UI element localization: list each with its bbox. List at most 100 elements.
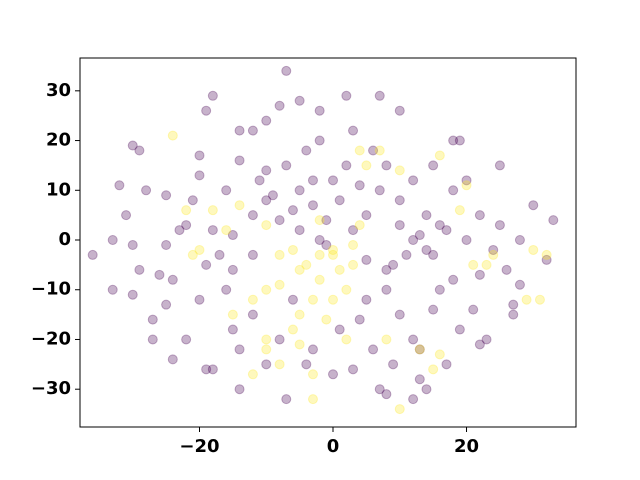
scatter-point [341, 160, 352, 171]
scatter-point [334, 324, 345, 335]
scatter-point [194, 244, 205, 255]
scatter-point [294, 264, 305, 275]
scatter-point [381, 334, 392, 345]
scatter-point [481, 334, 492, 345]
scatter-point [194, 150, 205, 161]
scatter-point [187, 195, 198, 206]
scatter-point [354, 145, 365, 156]
scatter-point [247, 249, 258, 260]
scatter-point [494, 220, 505, 231]
scatter-point [348, 225, 359, 236]
scatter-point [381, 264, 392, 275]
scatter-point [107, 235, 118, 246]
scatter-point [314, 105, 325, 116]
scatter-point [474, 210, 485, 221]
scatter-point [381, 389, 392, 400]
scatter-point [321, 215, 332, 226]
scatter-point [488, 244, 499, 255]
scatter-point [234, 200, 245, 211]
scatter-point [294, 95, 305, 106]
scatter-point [434, 220, 445, 231]
scatter-point [394, 105, 405, 116]
y-tick-label: 0 [58, 229, 71, 250]
scatter-point [534, 294, 545, 305]
scatter-point [307, 294, 318, 305]
scatter-point [514, 235, 525, 246]
scatter-point [328, 369, 339, 380]
scatter-point [454, 324, 465, 335]
scatter-point [408, 334, 419, 345]
scatter-point [154, 269, 165, 280]
scatter-point [161, 299, 172, 310]
scatter-point [368, 344, 379, 355]
scatter-point [414, 344, 425, 355]
scatter-point [314, 215, 325, 226]
scatter-point [381, 284, 392, 295]
scatter-point [334, 195, 345, 206]
scatter-point [287, 205, 298, 216]
scatter-point [161, 239, 172, 250]
scatter-point [474, 269, 485, 280]
scatter-point [414, 374, 425, 385]
scatter-point [394, 404, 405, 415]
scatter-point [161, 190, 172, 201]
scatter-point [261, 344, 272, 355]
scatter-point [481, 259, 492, 270]
x-tick-label: −20 [179, 436, 219, 457]
scatter-point [107, 284, 118, 295]
scatter-point [341, 284, 352, 295]
scatter-point [408, 235, 419, 246]
scatter-point [87, 249, 98, 260]
scatter-point [207, 205, 218, 216]
scatter-point [294, 339, 305, 350]
scatter-point [261, 195, 272, 206]
scatter-point [454, 135, 465, 146]
scatter-point [127, 239, 138, 250]
scatter-point [434, 349, 445, 360]
scatter-point [314, 274, 325, 285]
scatter-point [401, 249, 412, 260]
axes-frame [79, 57, 577, 428]
scatter-point [121, 210, 132, 221]
scatter-point [194, 170, 205, 181]
scatter-point [234, 125, 245, 136]
scatter-point [374, 384, 385, 395]
scatter-point [261, 165, 272, 176]
scatter-point [301, 359, 312, 370]
scatter-point [247, 294, 258, 305]
scatter-point [261, 220, 272, 231]
scatter-point [428, 249, 439, 260]
scatter-point [394, 195, 405, 206]
scatter-point [194, 294, 205, 305]
scatter-point [274, 100, 285, 111]
scatter-point [227, 309, 238, 320]
scatter-point [187, 249, 198, 260]
scatter-point [261, 334, 272, 345]
scatter-point [428, 304, 439, 315]
scatter-point [314, 135, 325, 146]
scatter-point [314, 235, 325, 246]
scatter-point [414, 230, 425, 241]
scatter-point [521, 294, 532, 305]
scatter-point [528, 200, 539, 211]
scatter-point [281, 65, 292, 76]
scatter-point [301, 145, 312, 156]
scatter-point [227, 324, 238, 335]
scatter-point [454, 205, 465, 216]
scatter-point [328, 175, 339, 186]
scatter-point [287, 324, 298, 335]
scatter-point [141, 185, 152, 196]
scatter-point [494, 160, 505, 171]
scatter-point [374, 185, 385, 196]
scatter-point [468, 304, 479, 315]
scatter-point [528, 244, 539, 255]
scatter-point [408, 175, 419, 186]
scatter-point [254, 175, 265, 186]
scatter-point [341, 90, 352, 101]
scatter-point [307, 200, 318, 211]
y-tick-label: −20 [31, 328, 71, 349]
scatter-point [167, 354, 178, 365]
scatter-point [287, 244, 298, 255]
scatter-point [221, 284, 232, 295]
